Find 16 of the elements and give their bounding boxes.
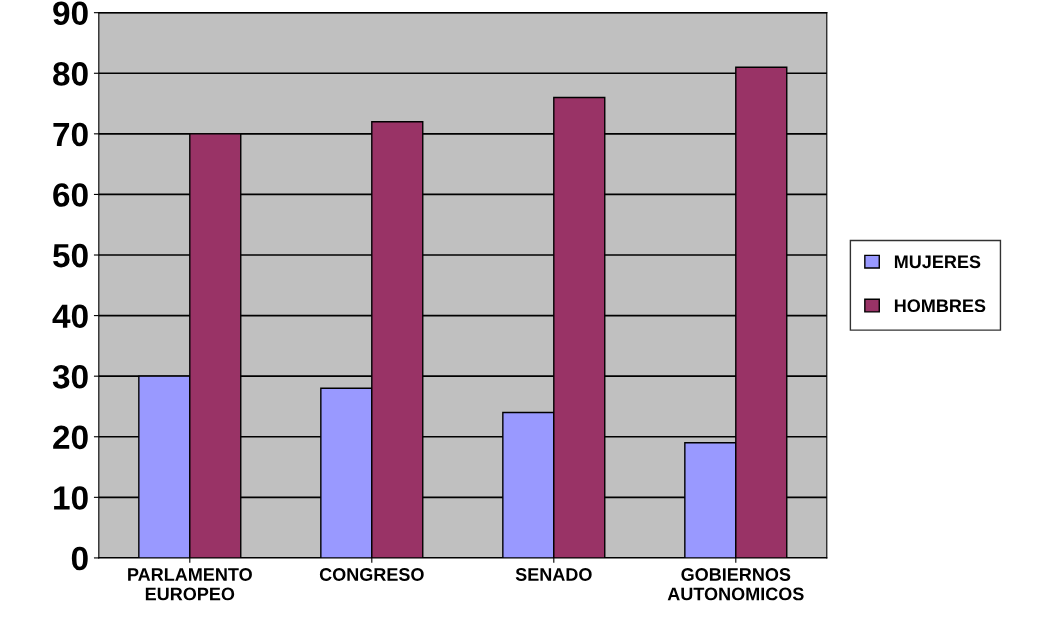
y-tick-label: 90 xyxy=(53,1,88,26)
y-tick-label: 40 xyxy=(52,304,88,328)
x-tick-label: SENADO xyxy=(515,568,592,581)
y-tick-label: 50 xyxy=(53,243,88,268)
y-tick-label: 80 xyxy=(53,62,88,86)
x-tick-label: GOBIERNOS AUTONOMICOS xyxy=(667,568,804,601)
y-tick-label: 70 xyxy=(53,122,88,147)
x-tick-label: PARLAMENTO EUROPEO xyxy=(128,568,252,601)
y-tick-label: 20 xyxy=(53,425,88,450)
y-tick-label: 60 xyxy=(53,183,88,207)
legend-label: HOMBRES xyxy=(894,299,986,313)
y-tick-label: 30 xyxy=(52,364,88,389)
y-tick-label: 10 xyxy=(54,486,88,510)
legend-label: MUJERES xyxy=(894,255,981,269)
y-tick-label: 0 xyxy=(71,546,88,571)
x-tick-label: CONGRESO xyxy=(319,568,424,581)
